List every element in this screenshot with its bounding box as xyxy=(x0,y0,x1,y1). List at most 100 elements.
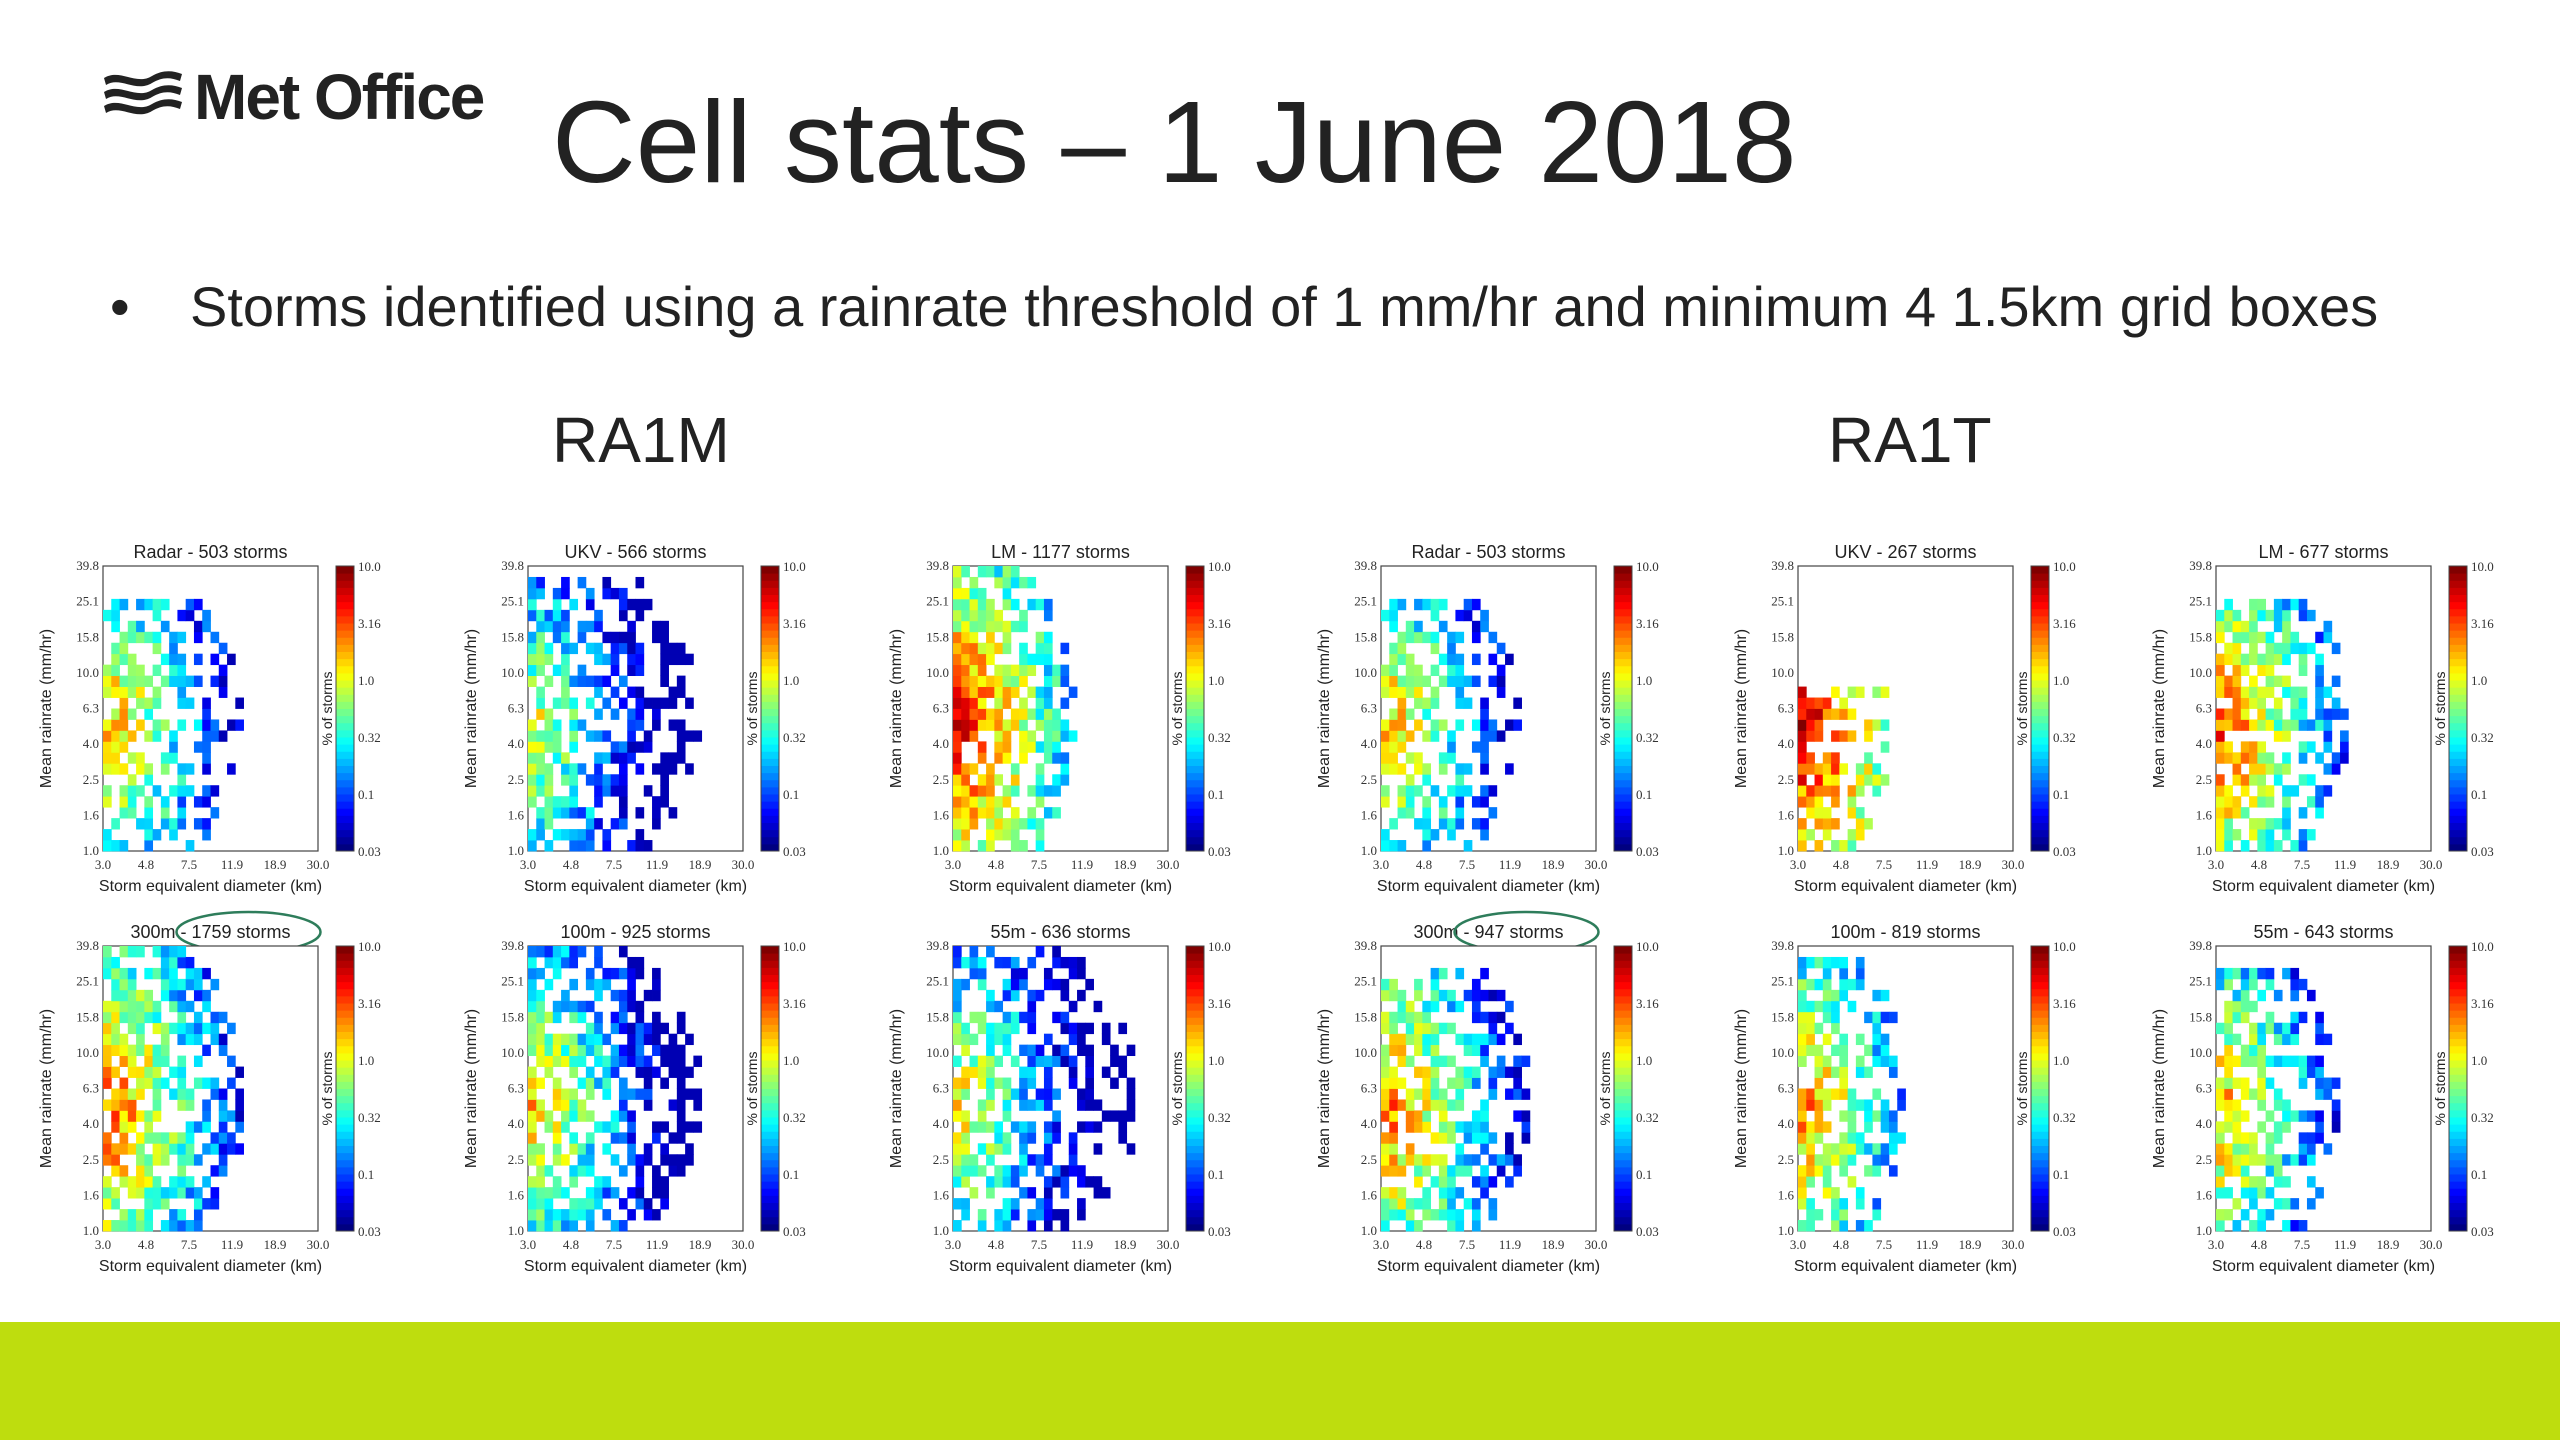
heat-cell xyxy=(2224,1165,2233,1177)
heat-cell xyxy=(1855,1132,1865,1144)
heat-cell xyxy=(2257,1187,2267,1199)
bullet-dot: • xyxy=(110,275,130,338)
heat-cell xyxy=(2232,1132,2242,1144)
colorbar-segment xyxy=(1186,1216,1204,1225)
heat-cell xyxy=(1405,620,1415,633)
colorbar-segment xyxy=(1614,1074,1632,1082)
colorbar-segment xyxy=(761,758,779,767)
heat-cell xyxy=(643,989,653,1002)
heat-cell xyxy=(552,752,562,764)
heat-cell xyxy=(1496,1066,1506,1078)
heat-cell xyxy=(1085,1066,1094,1078)
heat-cell xyxy=(602,967,612,980)
heat-cell xyxy=(536,620,545,633)
heat-cell xyxy=(1455,1209,1465,1221)
heat-cell xyxy=(1126,1077,1136,1089)
heat-cell xyxy=(561,807,570,819)
heat-cell xyxy=(193,818,203,830)
y-tick-label: 10.0 xyxy=(76,665,99,680)
heat-cell xyxy=(1488,1088,1498,1100)
heat-cell xyxy=(103,1176,112,1188)
heat-cell xyxy=(1438,1187,1448,1199)
heat-cell xyxy=(1864,763,1873,775)
heat-cell xyxy=(1389,1198,1398,1210)
heat-cell xyxy=(1831,785,1840,797)
colorbar-segment xyxy=(1186,1003,1204,1011)
colorbar-segment xyxy=(336,1209,354,1218)
heat-cell xyxy=(2306,1198,2316,1210)
colorbar-segment xyxy=(336,644,354,653)
heat-cell xyxy=(1847,1099,1857,1111)
heat-cell xyxy=(1052,708,1061,720)
heat-cell xyxy=(627,1143,636,1155)
heat-cell xyxy=(610,686,620,698)
heat-cell xyxy=(119,598,129,611)
heat-cell xyxy=(2290,978,2300,991)
heat-cell xyxy=(961,1198,970,1210)
heat-cell xyxy=(1397,653,1407,666)
heat-cell xyxy=(1847,1121,1857,1133)
y-tick-label: 6.3 xyxy=(2196,701,2212,716)
heat-cell xyxy=(635,1154,645,1166)
heat-cell xyxy=(569,1198,579,1210)
heat-cell xyxy=(1480,1033,1489,1046)
heat-cell xyxy=(618,1165,628,1177)
heat-cell xyxy=(1505,1132,1514,1144)
colorbar-segment xyxy=(2449,701,2467,710)
heat-cell xyxy=(103,730,112,742)
heat-cell xyxy=(185,1143,195,1155)
heat-cell xyxy=(144,967,154,980)
heat-cell xyxy=(618,1011,628,1024)
heat-cell xyxy=(652,1209,661,1221)
heat-cell xyxy=(994,566,1004,578)
heat-cell xyxy=(1455,1187,1465,1199)
colorbar-segment xyxy=(2449,1045,2467,1054)
colorbar-segment xyxy=(336,960,354,968)
heat-cell xyxy=(977,675,987,687)
heat-cell xyxy=(1463,989,1473,1002)
heat-cell xyxy=(119,1033,129,1046)
heat-cell xyxy=(1126,1044,1136,1057)
heat-cell xyxy=(2232,664,2242,677)
heat-cell xyxy=(103,1000,112,1013)
heat-cell xyxy=(1027,576,1037,589)
heat-cell xyxy=(610,1110,620,1122)
heat-cell xyxy=(610,1011,620,1024)
heat-cell xyxy=(160,978,170,991)
panel-title: LM - 1177 storms xyxy=(991,542,1130,562)
colorbar-tick-label: 1.0 xyxy=(1208,1053,1224,1068)
colorbar-segment xyxy=(2031,594,2049,603)
heat-cell xyxy=(610,785,620,797)
heat-cell xyxy=(1019,1143,1028,1155)
heat-cell xyxy=(2282,719,2291,731)
colorbar-segment xyxy=(1614,587,1632,596)
heat-cell xyxy=(986,1033,995,1046)
heat-cell xyxy=(585,807,595,819)
heat-cell xyxy=(1880,1099,1890,1111)
heat-cell xyxy=(961,598,970,611)
heat-cell xyxy=(1002,587,1012,600)
heat-cell xyxy=(1389,1143,1398,1155)
heat-cell xyxy=(1035,631,1045,644)
heat-cell xyxy=(994,1209,1004,1221)
heat-cell xyxy=(1897,1132,1906,1144)
heat-cell xyxy=(177,774,187,786)
heat-cell xyxy=(1447,675,1456,687)
heat-cell xyxy=(552,1209,562,1221)
heat-cell xyxy=(1455,609,1465,622)
heat-cell xyxy=(552,946,562,958)
heat-cell xyxy=(594,642,603,655)
colorbar-segment xyxy=(761,808,779,816)
heat-cell xyxy=(1389,653,1398,666)
colorbar-segment xyxy=(761,1181,779,1189)
colorbar-tick-label: 1.0 xyxy=(1208,673,1224,688)
heat-cell xyxy=(1010,576,1020,589)
heat-cell xyxy=(2257,796,2267,808)
panel-title: 100m - 819 storms xyxy=(1830,922,1980,942)
heat-cell xyxy=(676,686,686,698)
heat-cell xyxy=(1068,1055,1078,1067)
heat-cell xyxy=(1027,1154,1037,1166)
heat-cell xyxy=(2257,741,2267,753)
colorbar-segment xyxy=(761,729,779,738)
heat-cell xyxy=(569,675,579,687)
